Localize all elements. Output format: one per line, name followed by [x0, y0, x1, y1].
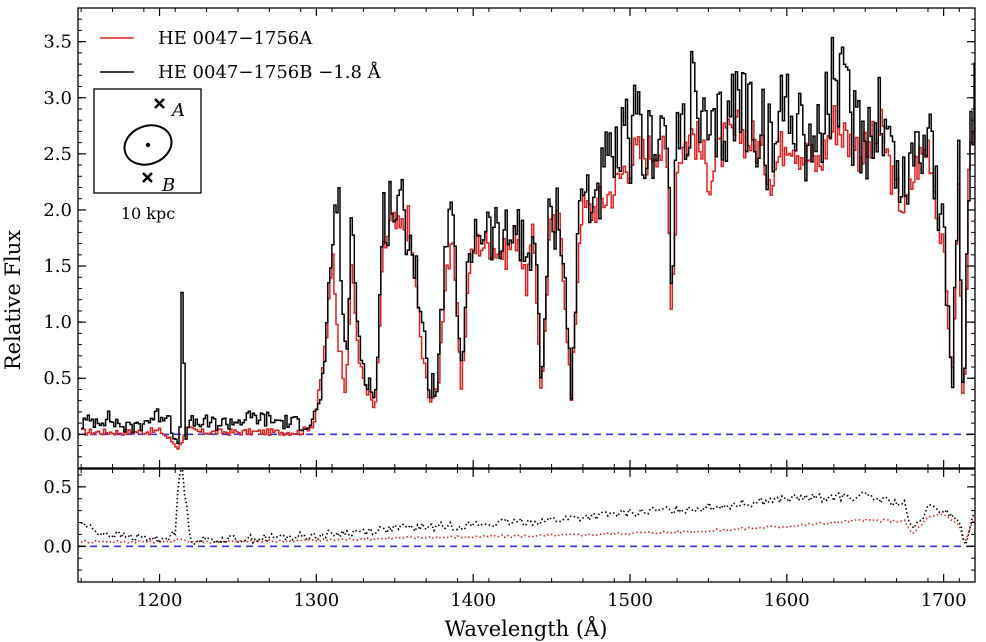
y-tick-label-spectrum: 0.5 [43, 368, 72, 389]
axis-ticks: 0.0 0.5 1.0 1.5 2.0 2.5 3.0 3.5 0.0 0.5 1200 1300 14… [43, 8, 975, 611]
image-a-marker [154, 98, 165, 109]
error-series-group [80, 469, 975, 547]
series-spectrum-1 [81, 36, 975, 444]
x-tick-label: 1400 [450, 590, 496, 611]
series-spectrum-0 [81, 104, 975, 450]
image-b-marker [142, 172, 153, 183]
inset-scale-label: 10 kpc [121, 204, 175, 223]
y-tick-label-spectrum: 2.5 [43, 144, 72, 165]
legend: HE 0047−1756A HE 0047−1756B −1.8 Å [100, 28, 382, 83]
y-tick-label-error: 0.0 [43, 536, 72, 557]
galaxy-center [145, 142, 151, 148]
bottom-panel-frame [77, 468, 976, 583]
series-error-1 [80, 469, 975, 547]
series-error-0 [80, 513, 975, 544]
top-panel-frame [77, 7, 976, 469]
y-tick-label-spectrum: 2.0 [43, 200, 72, 221]
legend-label-b: HE 0047−1756B −1.8 Å [158, 61, 382, 83]
y-tick-label-spectrum: 1.5 [43, 256, 72, 277]
spectrum-series-group [81, 36, 975, 450]
y-tick-label-spectrum: 3.0 [43, 88, 72, 109]
lens-inset: A B 10 kpc [93, 88, 202, 223]
y-axis-title: Relative Flux [1, 230, 25, 370]
x-tick-label: 1200 [137, 590, 183, 611]
inset-box [93, 88, 202, 194]
x-tick-label: 1500 [607, 590, 653, 611]
x-tick-label: 1600 [764, 590, 810, 611]
y-tick-label-spectrum: 3.5 [43, 32, 72, 53]
image-b-label: B [161, 175, 175, 196]
x-tick-label: 1300 [293, 590, 339, 611]
image-a-label: A [170, 100, 185, 121]
x-axis-title: Wavelength (Å) [445, 616, 608, 641]
legend-label-a: HE 0047−1756A [158, 28, 313, 49]
y-tick-label-spectrum: 1.0 [43, 312, 72, 333]
galaxy-ellipse [123, 124, 173, 166]
y-tick-label-spectrum: 0.0 [43, 424, 72, 445]
x-tick-label: 1700 [921, 590, 967, 611]
y-tick-label-error: 0.5 [43, 477, 72, 498]
